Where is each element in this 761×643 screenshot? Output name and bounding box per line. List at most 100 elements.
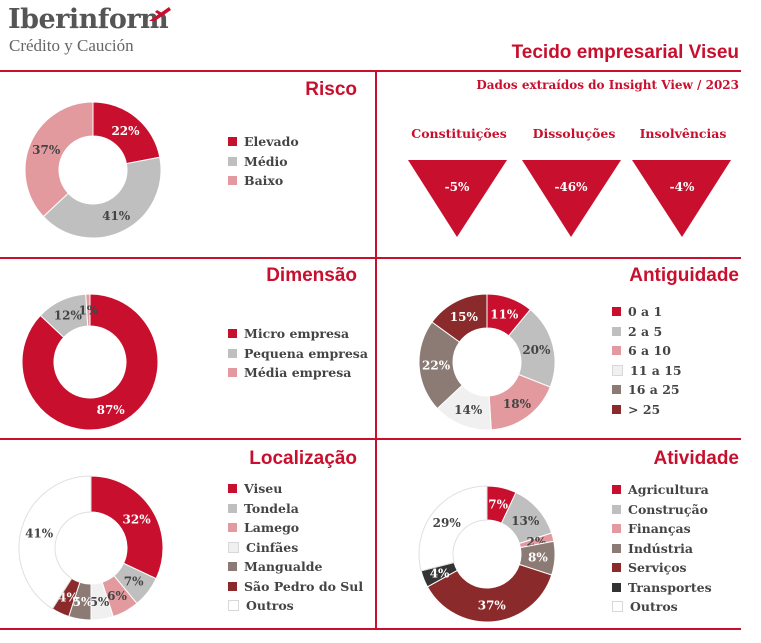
localizacao-legend-item: Outros: [228, 596, 363, 616]
atividade-legend-label: Construção: [628, 501, 708, 517]
atividade-legend-label: Outros: [630, 599, 678, 615]
divider: [0, 257, 741, 259]
kpi-label: Constituições: [411, 126, 507, 141]
localizacao-data-label: 32%: [123, 513, 152, 527]
kpi-value: -46%: [554, 180, 588, 194]
antiguidade-legend: 0 a 1 2 a 5 6 a 10 11 a 15 16 a 25 > 25: [612, 302, 682, 419]
kpi-label: Insolvências: [639, 126, 727, 141]
localizacao-legend-label: Viseu: [244, 481, 283, 497]
antiguidade-legend-swatch: [612, 404, 621, 414]
localizacao-legend-swatch: [228, 484, 237, 494]
localizacao-legend-swatch: [228, 600, 239, 612]
atividade-data-label: 13%: [511, 514, 540, 528]
antiguidade-legend-label: 16 a 25: [628, 382, 680, 398]
logo-name: Iberinform: [8, 4, 169, 35]
risco-data-label: 41%: [102, 209, 131, 223]
localizacao-legend-swatch: [228, 581, 237, 591]
antiguidade-data-label: 11%: [490, 308, 519, 322]
atividade-data-label: 29%: [433, 516, 462, 530]
localizacao-legend-label: Mangualde: [244, 559, 323, 575]
atividade-legend-swatch: [612, 601, 623, 613]
risco-legend-swatch: [228, 176, 237, 186]
localizacao-slice: [18, 475, 92, 610]
antiguidade-legend-swatch: [612, 307, 621, 317]
atividade-legend-item: Transportes: [612, 578, 712, 598]
risco-legend: Elevado Médio Baixo: [228, 132, 299, 191]
section-title-antiguidade: Antiguidade: [629, 265, 739, 286]
localizacao-data-label: 7%: [124, 575, 144, 589]
atividade-legend-swatch: [612, 504, 621, 514]
atividade-data-label: 7%: [488, 498, 508, 512]
antiguidade-legend-swatch: [612, 326, 621, 336]
localizacao-legend-swatch: [228, 541, 239, 553]
antiguidade-legend-swatch: [612, 385, 621, 395]
atividade-legend-label: Agricultura: [628, 482, 709, 498]
localizacao-legend-label: Tondela: [244, 500, 299, 516]
risco-legend-item: Baixo: [228, 171, 299, 191]
atividade-donut-chart: 7%13%2%8%37%4%29%: [418, 485, 556, 623]
localizacao-legend-swatch: [228, 523, 237, 533]
atividade-legend-item: Indústria: [612, 539, 712, 559]
risco-legend-item: Médio: [228, 152, 299, 172]
localizacao-data-label: 6%: [107, 589, 127, 603]
antiguidade-legend-label: 11 a 15: [630, 362, 682, 378]
localizacao-legend-item: Cinfães: [228, 538, 363, 558]
risco-legend-item: Elevado: [228, 132, 299, 152]
atividade-legend-item: Serviços: [612, 558, 712, 578]
localizacao-legend-item: Tondela: [228, 499, 363, 519]
atividade-legend-swatch: [612, 524, 621, 534]
localizacao-data-label: 41%: [25, 526, 54, 540]
kpi-triangle: [522, 160, 621, 237]
section-title-localizacao: Localização: [249, 448, 357, 469]
atividade-legend: Agricultura Construção Finanças Indústria Se…: [612, 480, 712, 617]
antiguidade-legend-label: 0 a 1: [628, 304, 663, 320]
antiguidade-legend-item: 0 a 1: [612, 302, 682, 322]
kpi-triangle: [408, 160, 507, 237]
risco-data-label: 37%: [32, 143, 61, 157]
risco-legend-swatch: [228, 137, 237, 147]
atividade-legend-item: Outros: [612, 597, 712, 617]
atividade-legend-label: Transportes: [628, 579, 712, 595]
antiguidade-legend-item: 16 a 25: [612, 380, 682, 400]
localizacao-legend-item: Lamego: [228, 518, 363, 538]
localizacao-legend-label: Outros: [246, 598, 294, 614]
antiguidade-legend-label: 2 a 5: [628, 323, 663, 339]
localizacao-slice: [90, 475, 164, 580]
dimensao-legend-item: Média empresa: [228, 363, 368, 383]
kpi-value: -4%: [670, 180, 695, 194]
localizacao-data-label: 5%: [90, 595, 110, 609]
dimensao-legend: Micro empresa Pequena empresa Média empres…: [228, 324, 368, 383]
dimensao-legend-swatch: [228, 329, 237, 339]
atividade-legend-item: Construção: [612, 500, 712, 520]
risco-data-label: 22%: [111, 124, 140, 138]
dimensao-data-label: 87%: [97, 403, 126, 417]
localizacao-legend-item: São Pedro do Sul: [228, 577, 363, 597]
dimensao-legend-label: Micro empresa: [244, 326, 350, 342]
localizacao-legend-label: Cinfães: [246, 539, 299, 555]
dimensao-donut-chart: 87% 12%1%: [21, 293, 159, 431]
antiguidade-donut-chart: 11% 20% 18% 14% 22% 15%: [418, 293, 556, 431]
divider: [0, 70, 741, 72]
antiguidade-data-label: 14%: [454, 403, 483, 417]
antiguidade-legend-item: 6 a 10: [612, 341, 682, 361]
atividade-legend-swatch: [612, 485, 621, 495]
antiguidade-data-label: 15%: [450, 310, 479, 324]
divider: [0, 438, 741, 440]
dimensao-legend-label: Média empresa: [244, 365, 352, 381]
atividade-slice: [426, 563, 553, 623]
atividade-legend-swatch: [612, 563, 621, 573]
localizacao-legend-item: Viseu: [228, 479, 363, 499]
antiguidade-legend-item: 2 a 5: [612, 322, 682, 342]
dimensao-legend-swatch: [228, 348, 237, 358]
antiguidade-legend-label: 6 a 10: [628, 343, 671, 359]
dimensao-data-label: 12%: [54, 308, 83, 322]
risco-legend-label: Baixo: [244, 173, 284, 189]
logo-subtitle: Crédito y Caución: [9, 36, 134, 55]
risco-slice: [24, 101, 94, 218]
atividade-data-label: 8%: [528, 551, 548, 565]
antiguidade-legend-item: 11 a 15: [612, 361, 682, 381]
atividade-legend-item: Agricultura: [612, 480, 712, 500]
risco-donut-chart: 22% 41% 37%: [24, 101, 162, 239]
localizacao-legend-item: Mangualde: [228, 557, 363, 577]
kpi-label: Dissoluções: [532, 126, 616, 141]
